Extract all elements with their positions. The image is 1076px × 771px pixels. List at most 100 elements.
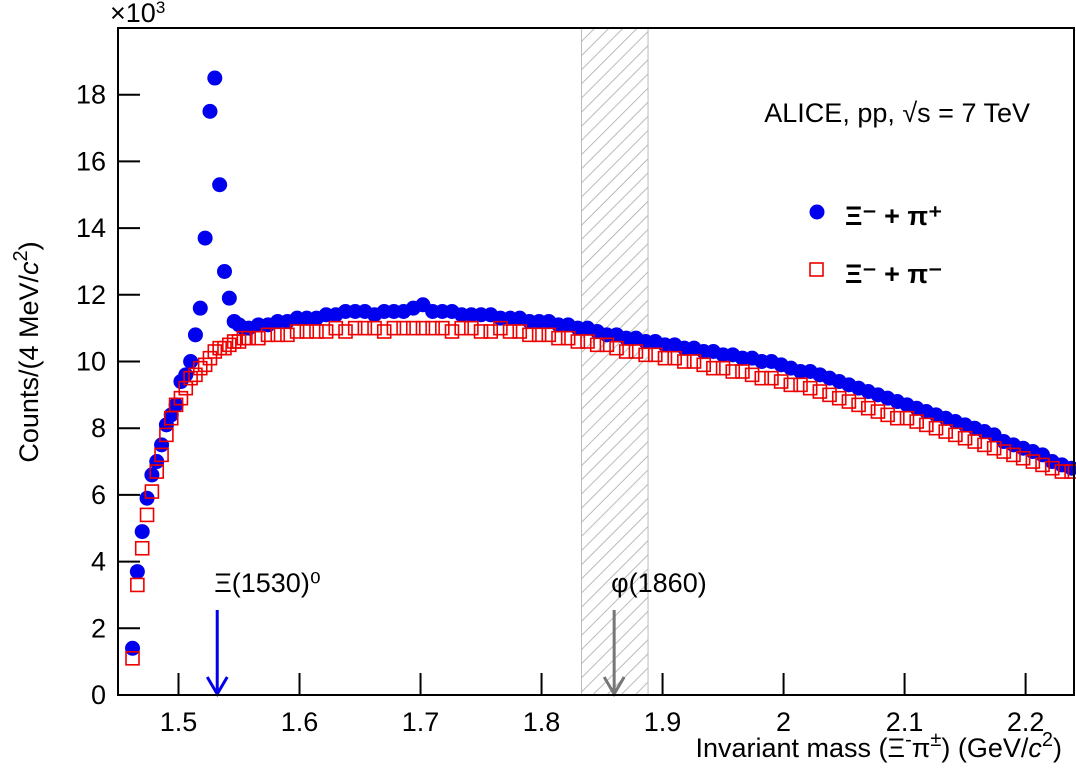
data-point — [144, 484, 160, 499]
x-tick-label: 1.7 — [402, 707, 440, 737]
marker-label: φ(1860) — [611, 568, 707, 598]
data-point — [541, 327, 557, 343]
data-point — [967, 434, 983, 449]
data-point — [134, 540, 150, 556]
data-point — [686, 354, 702, 369]
data-point — [318, 324, 334, 339]
data-point — [580, 334, 595, 349]
band-layer — [580, 27, 649, 696]
y-tick-label: 10 — [76, 347, 106, 377]
data-point — [260, 327, 276, 343]
legend-label: Ξ⁻ + π⁻ — [845, 259, 942, 289]
data-point — [522, 327, 537, 343]
x-tick-label: 2.1 — [886, 707, 924, 737]
data-point — [860, 400, 876, 416]
y-tick-label: 8 — [91, 413, 106, 443]
x-tick-label: 1.5 — [160, 707, 198, 737]
data-point — [677, 354, 692, 369]
data-point — [192, 360, 208, 376]
data-point — [241, 330, 256, 346]
data-point — [347, 320, 363, 336]
data-point — [618, 344, 634, 359]
data-point — [178, 367, 194, 383]
data-point — [231, 334, 247, 349]
data-point — [270, 327, 286, 343]
data-point — [1054, 464, 1070, 479]
data-point — [696, 357, 712, 373]
marker-label: Ξ(1530)⁰ — [214, 568, 320, 598]
data-point — [493, 320, 508, 336]
data-point — [938, 424, 954, 439]
legend-marker — [809, 262, 824, 277]
data-point — [812, 384, 828, 399]
y-tick-label: 16 — [76, 146, 106, 176]
marks: Ξ(1530)⁰ φ(1860) — [125, 70, 1076, 697]
data-point — [1044, 460, 1060, 476]
data-point — [197, 230, 213, 246]
data-point — [841, 394, 857, 409]
data-point — [173, 390, 189, 406]
data-point — [251, 330, 266, 346]
x-tick-label: 1.6 — [281, 707, 319, 737]
data-point — [880, 407, 895, 423]
data-point — [1035, 457, 1050, 473]
plot-frame — [117, 27, 1075, 696]
data-point — [178, 380, 194, 396]
data-point — [328, 320, 344, 336]
data-point — [948, 427, 963, 443]
data-point — [996, 444, 1012, 459]
data-point — [338, 324, 353, 339]
data-point — [890, 410, 905, 426]
data-point — [589, 337, 605, 353]
data-point — [609, 340, 624, 356]
data-point — [187, 327, 203, 343]
data-point — [919, 417, 934, 433]
data-point — [202, 103, 218, 119]
y-tick-label: 0 — [91, 680, 106, 710]
y-tick-label: 4 — [91, 547, 106, 577]
data-point — [154, 447, 169, 463]
data-point — [212, 177, 228, 193]
data-point — [870, 404, 886, 419]
data-point — [899, 410, 915, 426]
data-point — [435, 320, 450, 336]
x-tick-label: 2.2 — [1007, 707, 1045, 737]
data-point — [570, 334, 586, 349]
x-tick-label: 2 — [776, 707, 791, 737]
data-point — [986, 440, 1002, 456]
data-point — [744, 367, 760, 383]
data-point — [207, 70, 223, 86]
data-point — [154, 437, 170, 453]
data-point — [144, 467, 160, 483]
data-point — [207, 344, 223, 359]
data-point — [851, 397, 866, 413]
data-point — [715, 360, 731, 376]
data-point — [551, 330, 566, 346]
data-point — [657, 350, 673, 366]
data-point — [396, 320, 411, 336]
data-point — [483, 324, 499, 339]
data-point — [754, 370, 770, 386]
data-point — [764, 370, 779, 386]
data-point — [149, 464, 165, 479]
data-point — [473, 324, 489, 339]
data-point — [309, 324, 324, 339]
y-tick-label: 12 — [76, 280, 106, 310]
excluded-band — [580, 27, 649, 696]
data-point — [367, 320, 382, 336]
data-point — [647, 347, 663, 363]
data-point — [357, 320, 373, 336]
data-point — [386, 320, 402, 336]
data-point — [957, 430, 973, 446]
multiplier: ×103 — [110, 0, 165, 28]
data-point — [280, 327, 295, 343]
data-point — [502, 324, 518, 339]
data-point — [192, 300, 208, 316]
data-point — [822, 387, 837, 403]
data-point — [159, 427, 174, 443]
data-point — [415, 320, 431, 336]
annotation: ALICE, pp, √s = 7 TeV — [764, 98, 1030, 128]
data-point — [1006, 447, 1021, 463]
data-point — [793, 377, 808, 393]
x-tick-label: 1.8 — [523, 707, 561, 737]
